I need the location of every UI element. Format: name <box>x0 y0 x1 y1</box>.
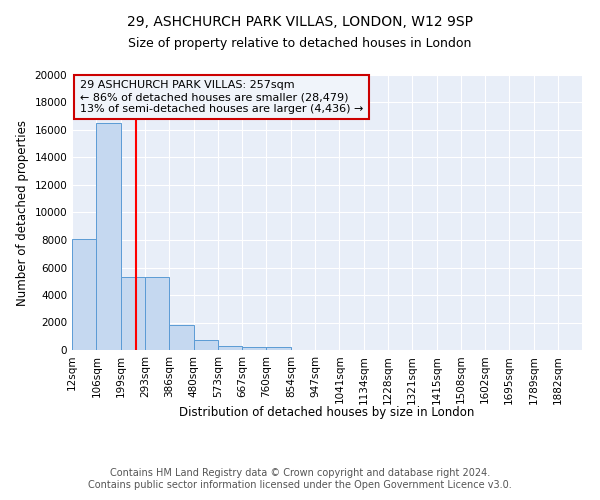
Bar <box>218 346 242 350</box>
Bar <box>145 277 169 350</box>
Y-axis label: Number of detached properties: Number of detached properties <box>16 120 29 306</box>
Text: 29, ASHCHURCH PARK VILLAS, LONDON, W12 9SP: 29, ASHCHURCH PARK VILLAS, LONDON, W12 9… <box>127 15 473 29</box>
Bar <box>72 238 97 350</box>
Bar <box>266 347 291 350</box>
Bar <box>169 324 194 350</box>
Bar <box>242 346 266 350</box>
Text: 29 ASHCHURCH PARK VILLAS: 257sqm
← 86% of detached houses are smaller (28,479)
1: 29 ASHCHURCH PARK VILLAS: 257sqm ← 86% o… <box>80 80 363 114</box>
X-axis label: Distribution of detached houses by size in London: Distribution of detached houses by size … <box>179 406 475 420</box>
Text: Contains HM Land Registry data © Crown copyright and database right 2024.
Contai: Contains HM Land Registry data © Crown c… <box>88 468 512 490</box>
Bar <box>194 340 218 350</box>
Text: Size of property relative to detached houses in London: Size of property relative to detached ho… <box>128 38 472 51</box>
Bar <box>97 123 121 350</box>
Bar <box>121 277 145 350</box>
